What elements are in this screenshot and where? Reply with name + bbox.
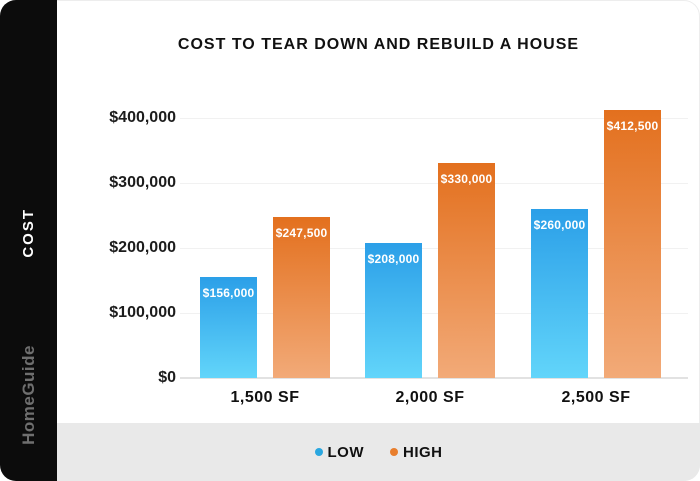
y-tick-label: $100,000	[109, 304, 176, 321]
chart-title: COST TO TEAR DOWN AND REBUILD A HOUSE	[177, 36, 580, 53]
x-tick-label: 2,500 SF	[561, 389, 631, 406]
y-tick-label: $200,000	[109, 239, 176, 256]
bar-value-label: $412,500	[606, 119, 659, 133]
y-tick-label: $400,000	[109, 109, 176, 126]
legend-bar: LOW HIGH	[57, 423, 700, 481]
y-tick-label: $0	[158, 369, 176, 386]
legend-item-low: LOW	[314, 443, 365, 461]
x-tick-label: 2,000 SF	[395, 389, 465, 406]
bar-low-1: $156,000	[200, 277, 257, 378]
legend-label: HIGH	[403, 443, 443, 461]
legend-dot-high	[390, 448, 398, 456]
gridline	[180, 118, 688, 119]
gridline	[180, 183, 688, 184]
gridline	[180, 313, 688, 314]
bar-value-label: $208,000	[367, 252, 420, 266]
brand-logo: HomeGuide	[18, 345, 38, 445]
legend: LOW HIGH	[314, 443, 443, 461]
legend-dot-low	[314, 448, 323, 456]
bar-low-2: $208,000	[365, 243, 422, 378]
bar-value-label: $260,000	[533, 218, 586, 232]
gridline	[180, 248, 688, 249]
bar-value-label: $247,500	[275, 226, 328, 240]
bar-value-label: $156,000	[202, 286, 255, 300]
x-axis-line	[180, 377, 688, 379]
bar-high-3: $412,500	[604, 110, 661, 378]
sidebar: COST HomeGuide	[0, 0, 57, 481]
y-tick-label: $300,000	[109, 174, 176, 191]
y-axis-title: COST	[20, 208, 37, 258]
legend-label: LOW	[327, 443, 364, 461]
bar-low-3: $260,000	[531, 209, 588, 378]
brand-wrap: HomeGuide	[0, 345, 57, 445]
bar-value-label: $330,000	[440, 172, 493, 186]
y-axis-title-wrap: COST	[0, 208, 57, 258]
bar-high-1: $247,500	[273, 217, 330, 378]
legend-item-high: HIGH	[390, 444, 443, 461]
bar-high-2: $330,000	[438, 163, 495, 378]
x-tick-label: 1,500 SF	[230, 389, 300, 406]
